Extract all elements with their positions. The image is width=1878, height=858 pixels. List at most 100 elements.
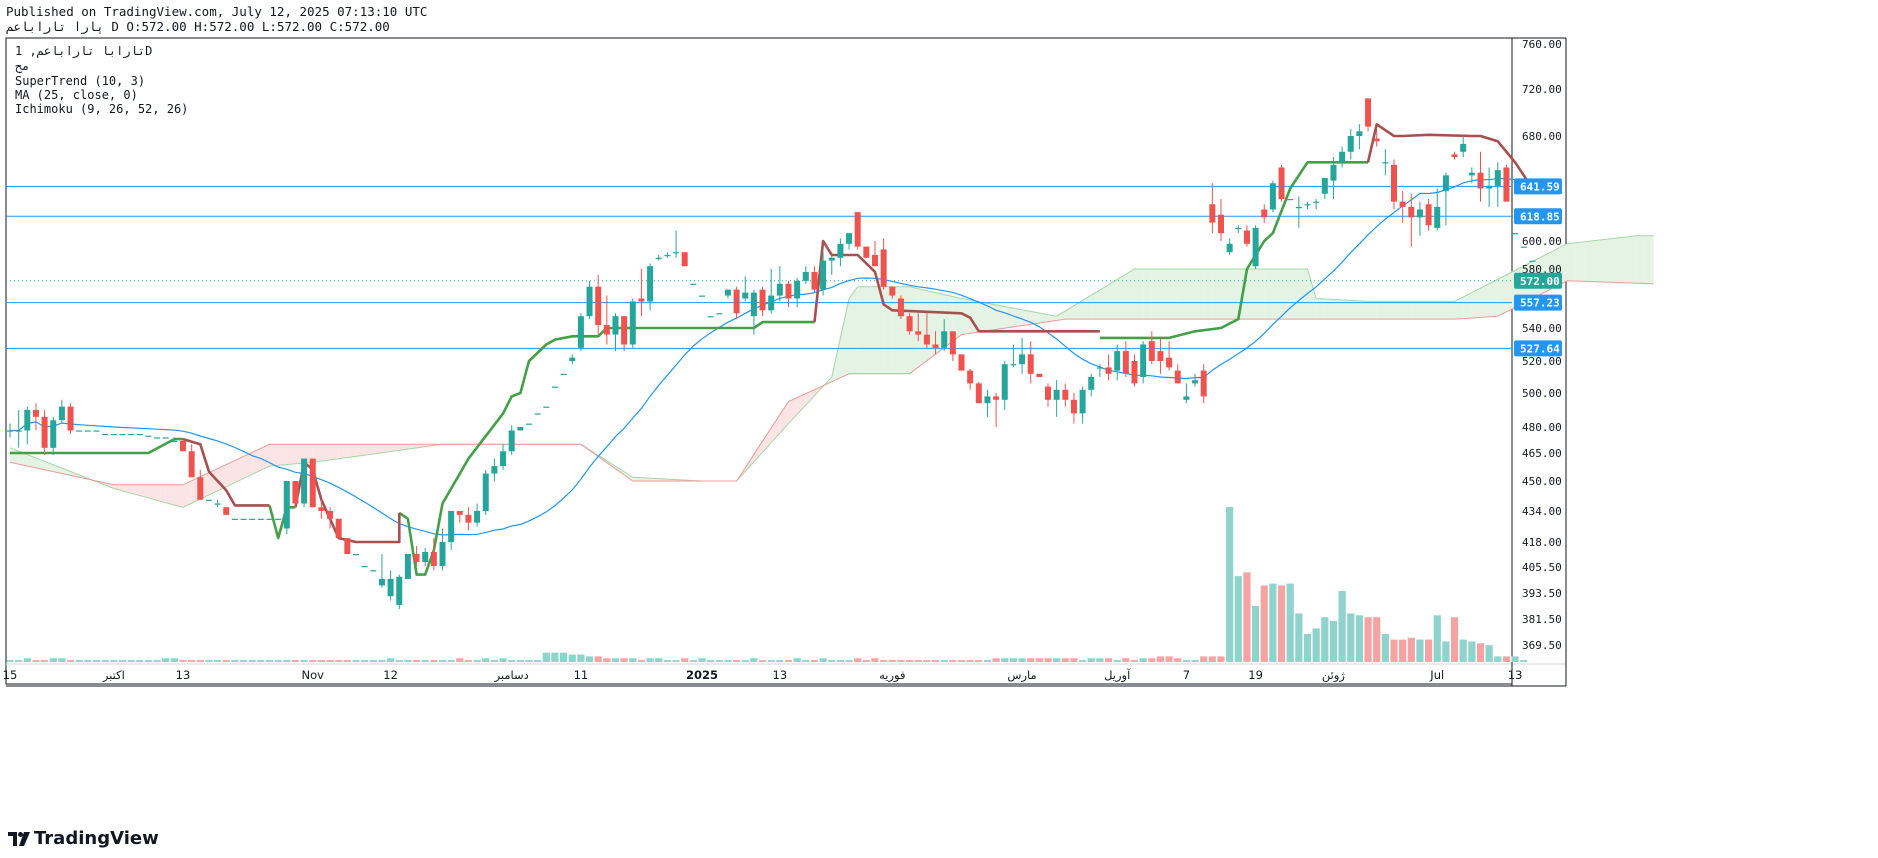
time-tick: Jul <box>1429 668 1444 682</box>
candle-body <box>1027 354 1034 374</box>
candle-body <box>231 518 238 520</box>
time-tick: 19 <box>1248 668 1263 682</box>
volume-bar <box>741 660 749 662</box>
volume-bar <box>15 660 23 662</box>
volume-bar <box>1269 583 1277 662</box>
cloud-segment <box>1385 301 1394 320</box>
volume-bar <box>274 660 282 662</box>
cloud-segment <box>1004 306 1014 328</box>
candle-body <box>396 576 403 605</box>
volume-bar <box>473 660 481 662</box>
cloud-segment <box>390 444 400 452</box>
cloud-segment <box>1169 269 1178 320</box>
time-tick: 2025 <box>686 668 718 682</box>
candle-body <box>967 370 974 384</box>
volume-bars <box>6 507 1528 662</box>
volume-bar <box>560 652 568 662</box>
candle-body <box>1114 351 1121 371</box>
volume-bar <box>378 660 386 662</box>
candle-body <box>1295 206 1302 209</box>
last-price-tag-bg <box>1514 272 1562 289</box>
price-tick: 720.00 <box>1522 83 1562 96</box>
candle-body <box>1391 164 1397 202</box>
volume-bar <box>1520 660 1528 662</box>
candle-body <box>1330 164 1337 181</box>
cloud-segment <box>1411 301 1420 320</box>
candle-body <box>595 286 602 326</box>
candle-body <box>1183 396 1190 400</box>
cloud-segment <box>1463 292 1472 319</box>
cloud-segment <box>857 286 867 374</box>
cloud-segment <box>1350 300 1360 320</box>
candle-body <box>309 458 316 508</box>
price-tag-label: 557.23 <box>1520 297 1560 310</box>
volume-bar <box>438 660 447 662</box>
price-tick: 680.00 <box>1522 130 1562 143</box>
price-tag-bg <box>1514 208 1562 225</box>
volume-bar <box>1277 585 1286 662</box>
volume-bar <box>1494 656 1502 662</box>
candle-body <box>1520 246 1527 248</box>
volume-bar <box>828 660 836 662</box>
price-tag-label: 641.59 <box>1520 180 1560 193</box>
candle-body <box>655 257 662 259</box>
volume-bar <box>1122 658 1130 662</box>
legend-ma[interactable]: MA (25, close, 0) <box>15 88 138 102</box>
candle-body <box>448 511 455 542</box>
time-tick: فوریه <box>879 668 905 683</box>
volume-bar <box>101 660 109 662</box>
volume-bar <box>404 660 412 662</box>
candle-body <box>577 316 584 348</box>
candle-body <box>1451 154 1458 157</box>
volume-bar <box>1104 658 1113 662</box>
time-tick: 7 <box>1183 668 1190 682</box>
candle-body <box>1243 230 1250 244</box>
volume-bar <box>1182 660 1190 662</box>
volume-bar <box>447 660 455 662</box>
candle-body <box>975 383 982 404</box>
price-tick: 381.50 <box>1522 613 1562 626</box>
time-tick: 13 <box>176 668 191 682</box>
candle-body <box>846 233 853 244</box>
candle-body <box>1053 389 1060 400</box>
candle-body <box>733 289 740 314</box>
volume-bar <box>888 660 896 662</box>
candle-body <box>1468 172 1475 176</box>
candle-body <box>681 252 688 267</box>
price-tag-bg <box>1514 294 1562 311</box>
cloud-segment <box>624 471 633 481</box>
candle-body <box>50 420 57 448</box>
candle-body <box>1261 209 1268 218</box>
cloud-segment <box>286 444 296 465</box>
cloud-segment <box>1272 269 1282 320</box>
candle-body <box>318 507 325 511</box>
volume-bar <box>84 660 92 662</box>
time-tick: 15 <box>3 668 18 682</box>
volume-bar <box>1312 628 1320 662</box>
candle-body <box>1477 172 1484 189</box>
price-chart[interactable]: 760.00 720.00 680.00 600.00 580.00 540.00 520.… <box>0 0 1878 820</box>
volume-bar <box>1295 613 1303 662</box>
candle-body <box>1252 227 1259 267</box>
price-tick: 369.50 <box>1522 639 1562 652</box>
cloud-segment <box>1177 269 1187 320</box>
volume-bar <box>1364 617 1372 662</box>
volume-bar <box>127 660 135 662</box>
candle-body <box>1209 204 1216 223</box>
cloud-segment <box>399 444 408 451</box>
candle-body <box>1269 183 1276 210</box>
cloud-segment <box>1601 238 1611 283</box>
candle-body <box>820 260 827 290</box>
tradingview-logo[interactable]: TradingView <box>8 828 159 849</box>
cloud-segment <box>926 290 936 361</box>
legend-supertrend[interactable]: SuperTrend (10, 3) <box>15 74 146 88</box>
candle-body <box>621 316 628 345</box>
legend-ichimoku[interactable]: Ichimoku (9, 26, 52, 26) <box>15 102 189 116</box>
cloud-segment <box>1445 301 1455 320</box>
volume-bar <box>758 660 767 662</box>
volume-bar <box>421 660 429 662</box>
volume-bar <box>715 660 723 662</box>
candle-body <box>811 271 818 290</box>
candle-body <box>422 552 429 562</box>
volume-bar <box>707 660 715 662</box>
